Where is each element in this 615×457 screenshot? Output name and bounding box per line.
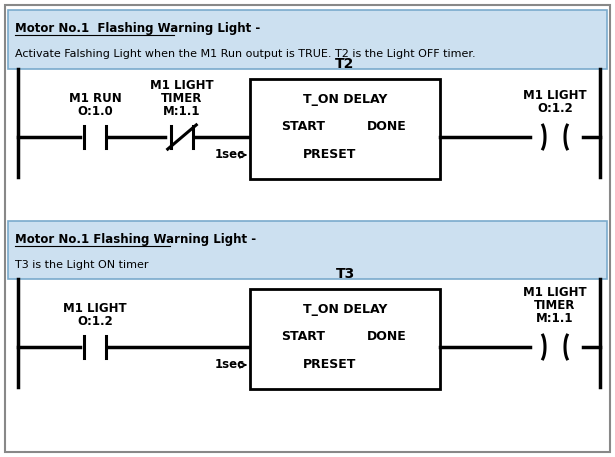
Text: O:1.2: O:1.2 xyxy=(537,101,573,115)
Text: M1 LIGHT: M1 LIGHT xyxy=(523,89,587,101)
Text: START: START xyxy=(281,121,325,133)
Text: 1sec: 1sec xyxy=(215,358,245,372)
Text: M1 RUN: M1 RUN xyxy=(69,92,121,105)
Text: T_ON DELAY: T_ON DELAY xyxy=(303,92,387,106)
Text: PRESET: PRESET xyxy=(303,358,357,372)
Text: 1sec: 1sec xyxy=(215,149,245,161)
Text: T_ON DELAY: T_ON DELAY xyxy=(303,303,387,315)
Text: Motor No.1 Flashing Warning Light -: Motor No.1 Flashing Warning Light - xyxy=(15,233,256,246)
Bar xyxy=(8,221,607,279)
Text: T3: T3 xyxy=(335,267,355,281)
Text: DONE: DONE xyxy=(367,121,407,133)
Text: TIMER: TIMER xyxy=(534,298,576,312)
Text: PRESET: PRESET xyxy=(303,149,357,161)
Text: M:1.1: M:1.1 xyxy=(536,312,574,324)
Bar xyxy=(8,10,607,69)
Text: O:1.2: O:1.2 xyxy=(77,315,113,328)
Text: M:1.1: M:1.1 xyxy=(163,105,200,118)
Text: Activate Falshing Light when the M1 Run output is TRUE. T2 is the Light OFF time: Activate Falshing Light when the M1 Run … xyxy=(15,49,475,59)
Text: M1 LIGHT: M1 LIGHT xyxy=(63,302,127,315)
Text: TIMER: TIMER xyxy=(161,92,203,105)
Text: START: START xyxy=(281,330,325,344)
Text: T2: T2 xyxy=(335,57,355,71)
Text: M1 LIGHT: M1 LIGHT xyxy=(150,79,214,92)
Bar xyxy=(250,79,440,179)
Text: DONE: DONE xyxy=(367,330,407,344)
Text: M1 LIGHT: M1 LIGHT xyxy=(523,286,587,298)
Text: T3 is the Light ON timer: T3 is the Light ON timer xyxy=(15,260,148,270)
Text: Motor No.1  Flashing Warning Light -: Motor No.1 Flashing Warning Light - xyxy=(15,22,260,35)
Bar xyxy=(250,289,440,389)
Text: O:1.0: O:1.0 xyxy=(77,105,113,118)
